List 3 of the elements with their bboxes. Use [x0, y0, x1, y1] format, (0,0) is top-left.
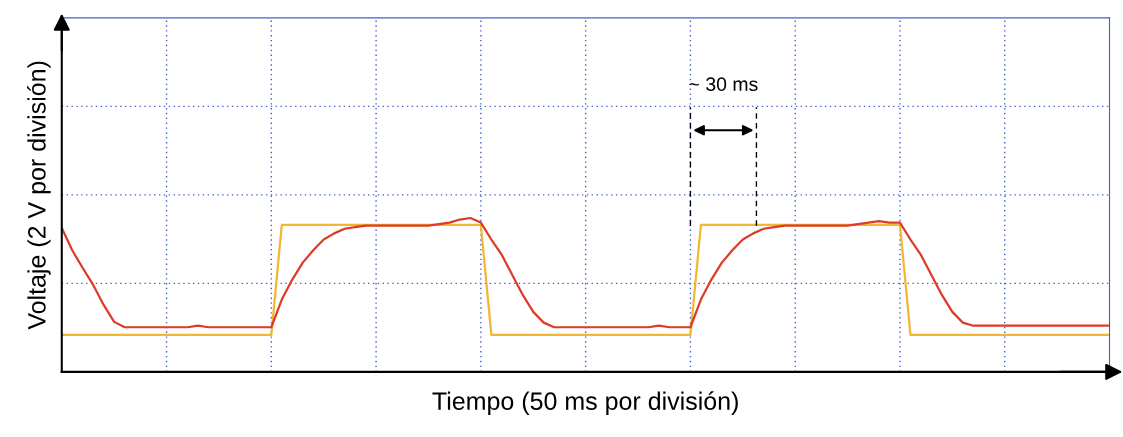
y-axis-title: Voltaje (2 V por división) [27, 61, 51, 330]
x-axis-title: Tiempo (50 ms por división) [432, 391, 738, 415]
text: ~ 30 ms [689, 77, 758, 92]
